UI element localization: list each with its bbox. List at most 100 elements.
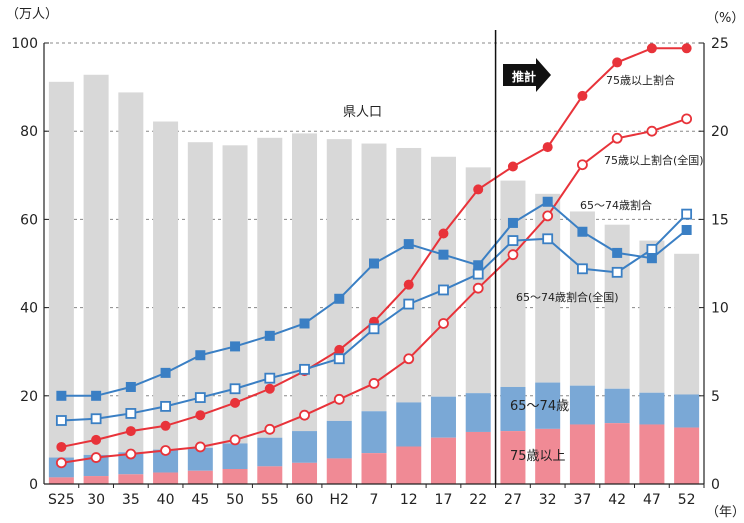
point-3-17 — [438, 284, 449, 296]
point-1-55 — [264, 423, 276, 435]
bar-75plus-7 — [361, 453, 387, 484]
bar-75plus-55 — [257, 466, 283, 484]
bar-75plus-40 — [153, 472, 179, 484]
bar-75plus-H2 — [326, 458, 352, 484]
point-3-37 — [577, 263, 588, 275]
point-1-H2 — [333, 393, 345, 405]
bar-pop-35 — [118, 92, 144, 453]
point-0-47 — [646, 43, 657, 54]
point-2-27 — [507, 217, 518, 228]
x-tick-label: 40 — [157, 492, 175, 508]
point-0-22 — [473, 184, 484, 195]
point-2-52 — [681, 224, 692, 235]
x-tick-label: 27 — [504, 492, 522, 508]
bar-75plus-12 — [396, 446, 422, 484]
x-tick-label: 42 — [608, 492, 626, 508]
bar-65-74-47 — [639, 392, 665, 425]
point-0-S25 — [56, 441, 67, 452]
point-3-H2 — [333, 353, 345, 365]
x-axis-unit: （年） — [706, 505, 744, 520]
label-ratio65n: 65〜74歳割合(全国) — [516, 290, 619, 304]
right-tick-label: 25 — [711, 36, 729, 52]
bar-65-74-37 — [569, 385, 595, 425]
point-0-27 — [507, 161, 518, 172]
bar-pop-7 — [361, 143, 387, 412]
point-1-17 — [438, 318, 449, 329]
bar-75plus-52 — [674, 427, 700, 484]
bar-75plus-22 — [465, 431, 491, 484]
label-ratio65: 65〜74歳割合 — [580, 198, 652, 212]
point-3-50 — [229, 383, 241, 395]
point-1-S25 — [55, 457, 67, 469]
bar-65-74-52 — [674, 394, 700, 428]
x-tick-label: 50 — [226, 492, 244, 508]
point-2-S25 — [56, 390, 67, 401]
point-1-45 — [194, 441, 206, 453]
point-2-55 — [264, 330, 275, 341]
point-2-50 — [230, 341, 241, 352]
axes: 0 20 40 60 80 100 0 5 10 15 20 25 S25 30 35 40 45 50 55 60 H… — [11, 30, 729, 508]
bar-65-74-22 — [465, 393, 491, 432]
x-tick-label: 30 — [87, 492, 105, 508]
point-3-30 — [90, 413, 102, 425]
x-tick-label: 52 — [678, 492, 696, 508]
x-tick-label: 47 — [643, 492, 661, 508]
point-1-32 — [542, 210, 554, 222]
point-2-45 — [195, 350, 206, 361]
bar-75plus-35 — [118, 474, 144, 484]
point-0-H2 — [334, 344, 345, 355]
bar-65-74-42 — [604, 388, 630, 424]
point-1-52 — [681, 113, 693, 125]
label-band65: 65〜74歳 — [510, 399, 569, 414]
bar-75plus-17 — [430, 437, 456, 484]
point-3-55 — [264, 372, 276, 384]
point-0-32 — [542, 142, 553, 153]
point-3-52 — [681, 208, 693, 220]
bar-75plus-42 — [604, 423, 630, 484]
bar-pop-37 — [569, 211, 595, 386]
bar-75plus-30 — [83, 476, 109, 484]
label-ratio75: 75歳以上割合 — [606, 73, 675, 87]
point-1-30 — [90, 452, 102, 463]
point-2-22 — [473, 260, 484, 271]
point-1-7 — [368, 378, 380, 389]
point-1-27 — [507, 249, 519, 261]
point-3-47 — [646, 243, 658, 255]
bar-65-74-30 — [83, 454, 109, 477]
bar-pop-27 — [500, 180, 526, 387]
point-3-35 — [125, 408, 137, 419]
bar-75plus-45 — [187, 470, 213, 484]
bar-pop-17 — [430, 156, 456, 397]
point-1-22 — [472, 282, 484, 294]
x-tick-label: 17 — [435, 492, 453, 508]
bar-75plus-37 — [569, 424, 595, 484]
point-3-45 — [194, 392, 206, 403]
point-2-35 — [125, 381, 136, 392]
x-tick-label: 55 — [261, 492, 279, 508]
point-1-47 — [646, 125, 658, 137]
point-1-50 — [229, 434, 241, 446]
right-tick-label: 10 — [711, 301, 729, 317]
point-1-60 — [299, 409, 310, 421]
point-2-37 — [577, 226, 588, 237]
point-0-12 — [403, 279, 414, 290]
label-ratio75n: 75歳以上割合(全国) — [604, 153, 704, 167]
point-0-40 — [160, 420, 171, 431]
bar-65-74-35 — [118, 452, 144, 475]
bar-65-74-12 — [396, 402, 422, 447]
bar-65-74-60 — [292, 431, 318, 463]
point-2-42 — [612, 247, 623, 258]
x-tick-label: 32 — [539, 492, 557, 508]
right-axis-unit: （%） — [706, 11, 744, 26]
bar-pop-52 — [674, 253, 700, 395]
point-2-40 — [160, 367, 171, 378]
left-tick-label: 80 — [20, 124, 38, 140]
right-tick-label: 20 — [711, 124, 729, 140]
x-tick-label: 60 — [296, 492, 314, 508]
bar-65-74-40 — [153, 449, 179, 473]
bar-75plus-47 — [639, 424, 665, 484]
bar-65-74-55 — [257, 437, 283, 467]
line-series — [55, 43, 693, 469]
point-3-40 — [160, 400, 171, 412]
point-0-30 — [91, 434, 102, 445]
